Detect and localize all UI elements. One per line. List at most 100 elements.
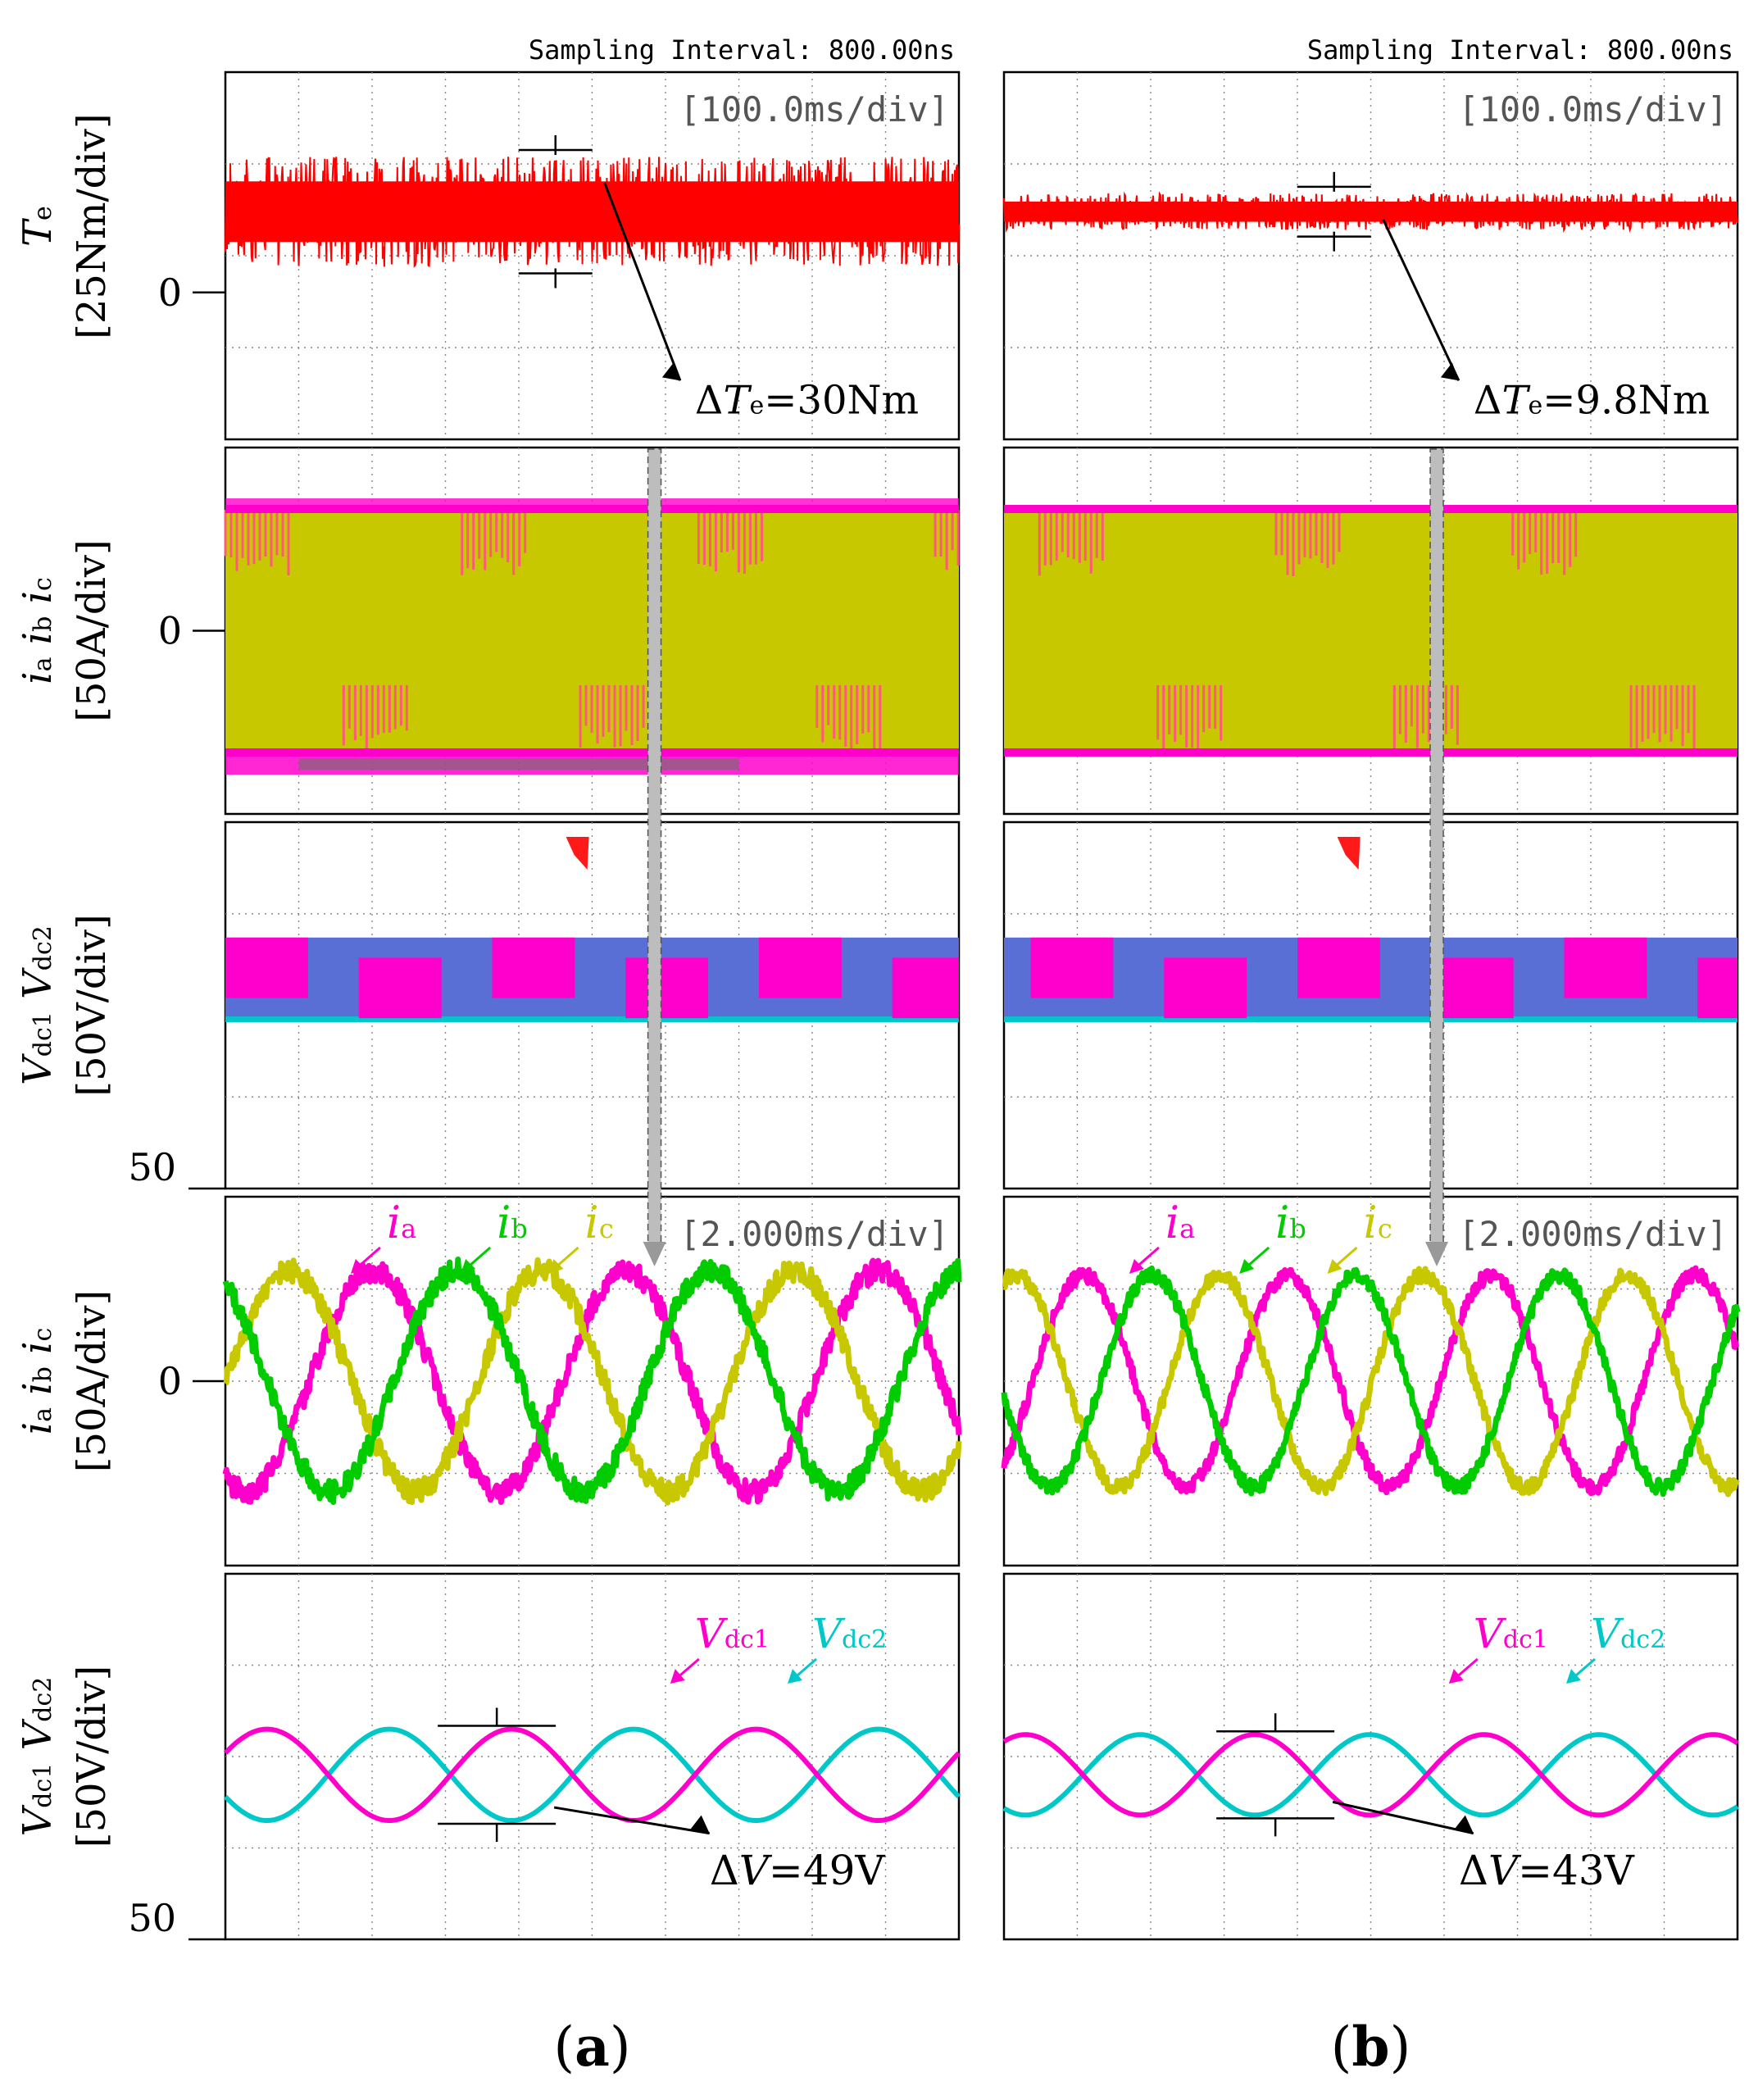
current-stripe-group <box>1156 684 1223 752</box>
panel-caption: (b) <box>1331 2015 1411 2079</box>
trigger-marker <box>566 837 589 870</box>
grid-lines <box>1004 72 1738 439</box>
current-top-edge <box>225 504 959 513</box>
vdc2-trace <box>1002 1732 1739 1818</box>
torque-ripple-label: ΔTe=9.8Nm <box>1474 378 1710 424</box>
ib-trace <box>1001 1265 1741 1498</box>
current-stripe-group <box>697 509 763 574</box>
ic-trace <box>223 1257 962 1506</box>
current-stripe-group <box>815 684 882 752</box>
ib-trace <box>222 1257 962 1505</box>
vdc-envelope-bottom <box>1004 1016 1738 1023</box>
vdc1-trace <box>1002 1732 1739 1818</box>
vdc-envelope-bottom <box>225 1016 959 1023</box>
current-stripe-group <box>1629 684 1696 752</box>
vdc-ripple-label: ΔV=43V <box>1459 1847 1635 1894</box>
zoom-connector <box>1429 448 1444 1248</box>
ic-trace <box>1002 1266 1740 1498</box>
vdc-v1-label: Vdc1 <box>695 1610 770 1657</box>
vdc-v1-arrowhead <box>1448 1669 1464 1684</box>
current-scale-label: [50A/div] <box>69 1290 115 1473</box>
current-scale-label: [50A/div] <box>69 539 115 722</box>
vdc-v1-label: Vdc1 <box>1474 1610 1548 1657</box>
ia-label: ia <box>387 1197 416 1248</box>
vdc-v2-arrowhead <box>788 1669 802 1684</box>
zoom-connector-arrow <box>1425 1242 1449 1266</box>
ic-label: ic <box>585 1197 614 1248</box>
fifty-tick: 50 <box>128 1896 176 1940</box>
trigger-marker <box>1337 837 1361 870</box>
fifty-tick: 50 <box>128 1145 176 1189</box>
timebase-slow: [100.0ms/div] <box>679 89 949 130</box>
ia-trace <box>1001 1265 1740 1497</box>
ia-label-arrowhead <box>1129 1259 1144 1274</box>
vdc-envelope-band <box>492 937 575 998</box>
current-stripe-group <box>579 684 645 748</box>
ic-label-arrowhead <box>1327 1259 1342 1274</box>
te-scale-label: [25Nm/div] <box>69 113 115 339</box>
vdc-envelope-band <box>1430 957 1514 1019</box>
current-envelope-fill <box>1004 509 1738 752</box>
current-stripe-group <box>934 509 960 570</box>
vdc-ripple-arrowhead <box>1453 1815 1474 1834</box>
ib-label: ib <box>1275 1197 1306 1248</box>
vdc-v1-arrowhead <box>670 1669 685 1684</box>
vdc-v2-arrowhead <box>1566 1669 1581 1684</box>
vdc-ripple-label: ΔV=49V <box>710 1847 886 1894</box>
vdc-envelope-band <box>1164 957 1247 1019</box>
vdc-v2-label: Vdc2 <box>812 1610 887 1657</box>
ib-label-arrowhead <box>461 1259 476 1274</box>
vdc-envelope-band <box>1297 937 1380 998</box>
vdc-scale-label: [50V/div] <box>69 914 115 1097</box>
vdc-v2-label: Vdc2 <box>1591 1610 1665 1657</box>
sampling-interval-label: Sampling Interval: 800.00ns <box>529 34 955 66</box>
vdc-envelope-band <box>1030 937 1114 998</box>
vdc-envelope-band <box>1697 957 1738 1019</box>
vdc-axis-label: Vdc1 Vdc2 <box>15 925 61 1085</box>
timebase-fast: [2.000ms/div] <box>679 1214 949 1254</box>
current-top-edge <box>1004 504 1738 513</box>
grid-lines <box>225 1574 959 1939</box>
current-stripe-group <box>342 684 408 750</box>
ripple-arrow <box>603 182 682 381</box>
ic-label: ic <box>1364 1197 1392 1248</box>
vdc-ripple-arrow <box>553 1806 710 1835</box>
current-stripe-group <box>461 509 527 575</box>
vdc-envelope-band <box>358 957 442 1019</box>
ripple-arrow <box>1382 219 1460 381</box>
ib-label: ib <box>497 1197 528 1248</box>
current-bottom-edge <box>225 748 959 757</box>
vdc-ripple-arrowhead <box>689 1815 710 1834</box>
ib-label-arrowhead <box>1239 1259 1255 1274</box>
current-stripe-group <box>1511 509 1578 575</box>
ripple-arrowhead <box>661 362 680 381</box>
current-fast-zero-tick: 0 <box>158 1359 182 1403</box>
zoom-connector-arrow <box>643 1242 666 1266</box>
vdc1-trace <box>223 1726 961 1823</box>
torque-ripple-label: ΔTe=30Nm <box>695 378 919 424</box>
timebase-fast: [2.000ms/div] <box>1458 1214 1728 1254</box>
vdc-envelope-fill <box>225 937 959 1019</box>
vdc-scale-label: [50V/div] <box>69 1666 115 1848</box>
vdc-envelope-band <box>758 937 842 998</box>
current-stripe-group <box>1274 509 1341 576</box>
ia-label-arrowhead <box>350 1259 366 1274</box>
current-axis-label: ia ib ic <box>15 577 61 684</box>
vdc-axis-label: Vdc1 Vdc2 <box>15 1677 61 1837</box>
ia-label: ia <box>1165 1197 1195 1248</box>
current-zero-tick: 0 <box>158 609 182 653</box>
te-axis-label: Te <box>15 206 61 247</box>
torque-band <box>1004 201 1738 222</box>
vdc2-trace <box>223 1726 961 1823</box>
current-stripe-group <box>224 509 290 575</box>
panel-caption: (a) <box>553 2015 630 2079</box>
current-axis-label: ia ib ic <box>15 1328 61 1435</box>
vdc-ripple-arrow <box>1332 1800 1474 1835</box>
waveform-traces <box>222 135 1741 1843</box>
sampling-interval-label: Sampling Interval: 800.00ns <box>1307 34 1733 66</box>
ripple-arrowhead <box>1440 362 1459 381</box>
grid-lines <box>1004 1574 1738 1939</box>
vdc-envelope-band <box>892 957 959 1019</box>
vdc-envelope-band <box>225 937 308 998</box>
